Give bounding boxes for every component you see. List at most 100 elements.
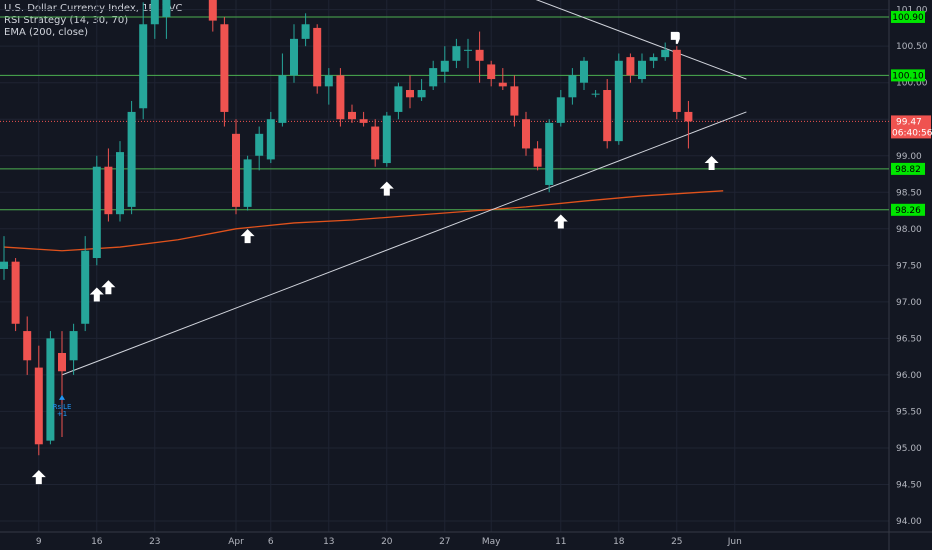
candle[interactable] [92,166,101,259]
candle[interactable] [301,24,310,39]
candle[interactable] [127,111,136,207]
time-axis-label: 16 [91,537,103,547]
candle[interactable] [359,119,368,123]
candle[interactable] [150,0,159,25]
candle[interactable] [580,60,588,83]
candle[interactable] [0,261,8,269]
candle[interactable] [348,111,356,120]
candle[interactable] [638,60,646,80]
time-axis-label: 9 [36,537,42,547]
candle[interactable] [614,60,623,142]
candle[interactable] [603,90,612,142]
candle[interactable] [452,46,461,61]
candle[interactable] [255,133,264,156]
candle[interactable] [58,352,66,372]
candle[interactable] [313,27,322,87]
price-axis-label: 96.00 [896,371,922,381]
ema-line[interactable] [3,190,724,252]
candle[interactable] [290,38,298,76]
ema-legend[interactable]: EMA (200, close) [4,27,88,38]
time-axis-label: 13 [323,537,334,547]
candle[interactable] [23,331,32,361]
candle[interactable] [382,115,391,164]
candle[interactable] [522,119,530,149]
time-axis-label: 6 [268,537,274,547]
arrow-up-icon [379,181,394,196]
candle[interactable] [394,86,403,112]
thumbs-down-icon [670,31,680,44]
candle[interactable] [116,152,124,215]
symbol-title[interactable]: U.S. Dollar Currency Index, 1D, TVC [4,3,183,14]
candle[interactable] [162,0,171,17]
signal-label: RsiLE [53,403,72,411]
candle[interactable] [417,90,426,98]
candle[interactable] [464,49,472,51]
price-axis-label: 95.00 [896,444,922,454]
candle[interactable] [591,93,600,95]
candle[interactable] [429,68,438,87]
candle[interactable] [336,75,345,120]
candle[interactable] [278,75,287,123]
candle[interactable] [104,166,113,215]
candle[interactable] [684,111,693,122]
candle[interactable] [324,75,333,87]
candle[interactable] [626,57,635,76]
candle[interactable] [475,49,484,61]
price-axis-label: 95.50 [896,407,922,417]
trendline[interactable] [166,0,747,80]
candle[interactable] [371,126,380,160]
time-axis-label: 25 [671,537,682,547]
arrow-up-icon [240,229,255,244]
arrow-up-icon [101,280,116,295]
level-tag [891,203,925,216]
price-axis-label: 98.50 [896,188,922,198]
candle[interactable] [46,338,55,441]
price-axis-label: 97.00 [896,298,922,308]
candle[interactable] [556,97,565,123]
time-axis-label: 23 [149,537,160,547]
candle[interactable] [232,133,240,207]
level-tag-label: 98.82 [895,165,921,175]
candle[interactable] [11,261,20,324]
candle[interactable] [220,24,229,112]
price-axis-label: 100.00 [896,79,928,89]
candle[interactable] [440,60,449,72]
candle[interactable] [406,90,414,98]
bar-countdown-label: 06:40:56 [892,128,932,138]
level-tag [891,10,925,23]
candle[interactable] [266,119,275,160]
candle[interactable] [139,24,148,109]
candle[interactable] [545,122,554,185]
signal-qty: +1 [57,410,67,418]
candle[interactable] [498,82,507,87]
arrow-up-icon [553,214,568,229]
candle[interactable] [487,64,496,80]
current-price-label: 99.47 [896,117,922,127]
candle[interactable] [533,148,542,167]
time-axis-label: Jun [727,537,742,547]
candle[interactable] [510,86,519,116]
price-axis-label: 97.50 [896,261,922,271]
price-axis-label: 94.00 [896,517,922,527]
level-tag-label: 100.10 [892,71,924,81]
strategy-legend[interactable]: RSI Strategy (14, 30, 70) [4,15,129,26]
time-axis-label: May [482,537,501,547]
candle[interactable] [69,331,78,361]
current-price-tag [891,115,931,139]
candle[interactable] [672,49,681,112]
price-axis-label: 101.00 [896,6,928,16]
arrow-up-icon [704,156,719,171]
trendline[interactable] [61,111,747,376]
candle[interactable] [568,75,577,98]
price-axis-label: 99.00 [896,152,922,162]
candle[interactable] [34,367,43,445]
arrow-up-icon [31,470,46,485]
candle[interactable] [661,49,670,58]
candle[interactable] [208,0,217,21]
candle[interactable] [243,159,252,207]
candle[interactable] [649,57,658,61]
candle[interactable] [81,250,90,324]
time-axis-label: 20 [381,537,393,547]
